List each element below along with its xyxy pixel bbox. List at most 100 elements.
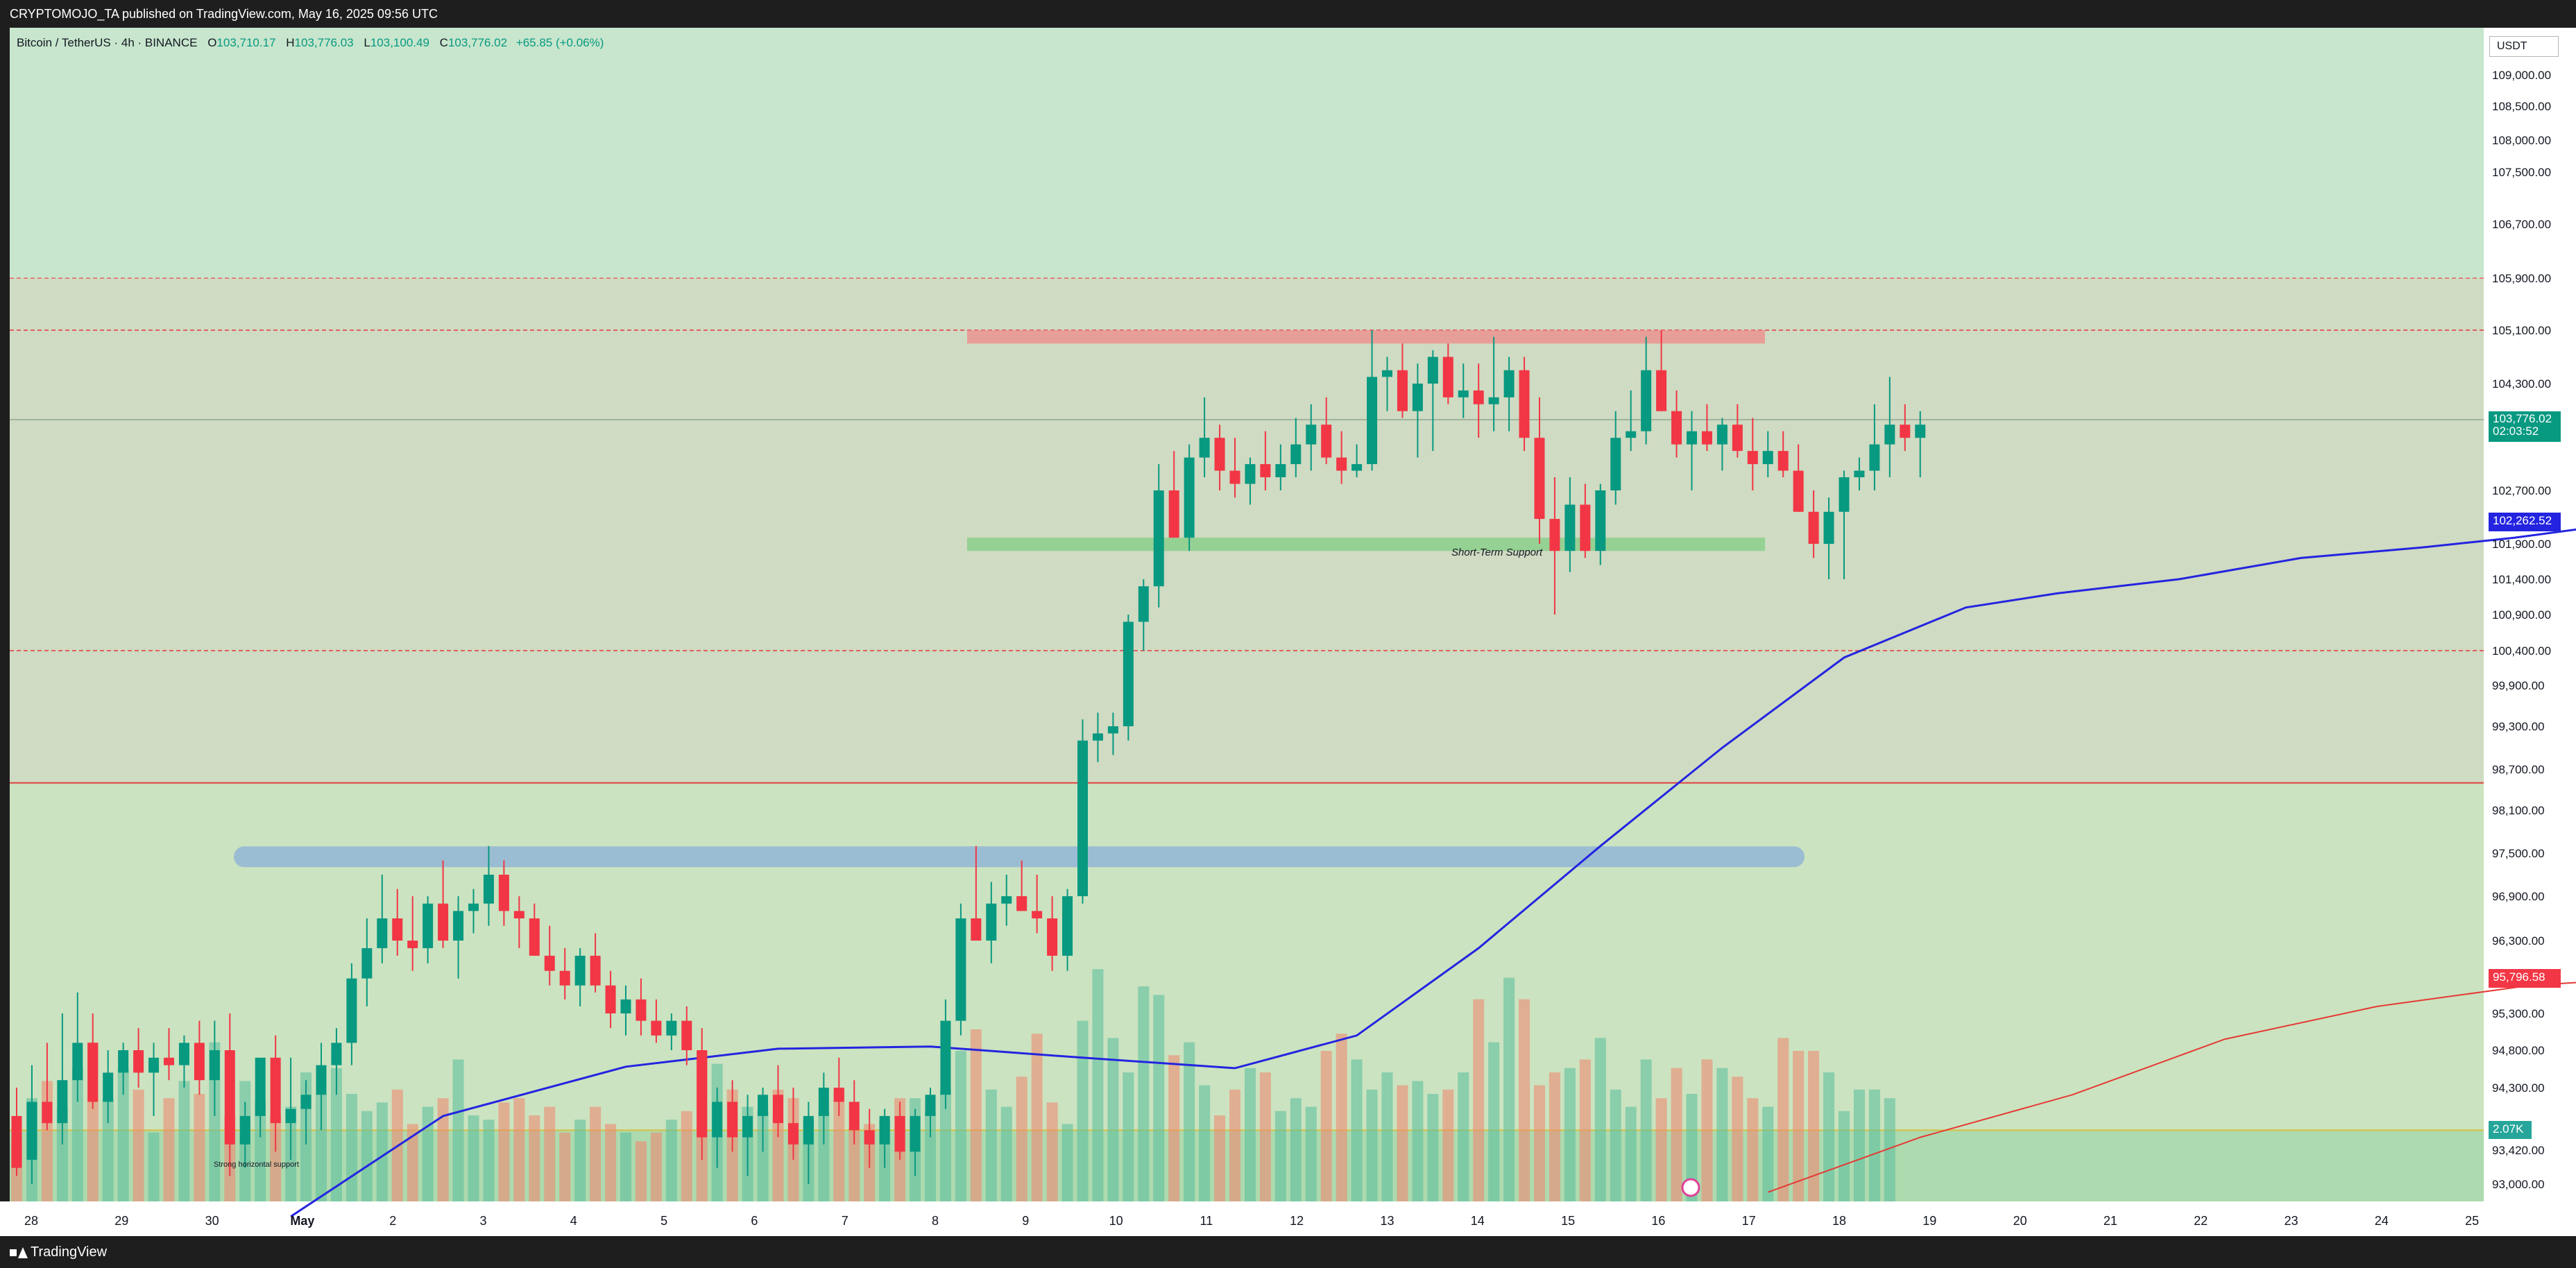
- date-tick-label: 6: [751, 1214, 758, 1228]
- volume-bar: [422, 1106, 434, 1201]
- price-tick-label: 105,900.00: [2492, 272, 2551, 285]
- candle-body: [209, 1050, 220, 1081]
- volume-bar: [148, 1132, 160, 1201]
- low-value: 103,100.49: [370, 36, 429, 49]
- volume-bar: [1671, 1068, 1682, 1201]
- volume-bar: [452, 1059, 464, 1201]
- volume-bar: [316, 1094, 327, 1201]
- volume-bar: [1077, 1020, 1089, 1201]
- last-price: 103,776.02: [2493, 412, 2552, 425]
- candle-body: [483, 875, 494, 904]
- candle-body: [316, 1065, 327, 1095]
- candle-body: [1534, 438, 1545, 520]
- ma-blue-badge: 102,262.52: [2489, 513, 2561, 531]
- volume-bar: [1168, 1055, 1180, 1201]
- volume-bar: [1366, 1089, 1378, 1201]
- last-price-badge: 103,776.02 02:03:52: [2489, 411, 2561, 442]
- price-tick-label: 97,500.00: [2492, 847, 2545, 860]
- candle-body: [818, 1088, 829, 1116]
- candle-body: [57, 1080, 68, 1124]
- candle-body: [848, 1102, 860, 1131]
- price-tick-label: 98,700.00: [2492, 763, 2545, 776]
- candle-body: [118, 1050, 129, 1073]
- candle-countdown: 02:03:52: [2493, 425, 2539, 438]
- candle-body: [712, 1102, 723, 1138]
- candle-body: [940, 1020, 951, 1095]
- date-tick-label: 14: [1471, 1214, 1485, 1228]
- candle-body: [1047, 918, 1058, 956]
- ohlc-legend: Bitcoin / TetherUS · 4h · BINANCE O103,7…: [17, 36, 604, 50]
- low-label: L: [364, 36, 370, 49]
- volume-bar: [1305, 1106, 1317, 1201]
- candle-body: [1626, 431, 1637, 438]
- ma-blue-line: [290, 528, 2576, 1217]
- volume-bar: [605, 1124, 617, 1201]
- date-tick-label: 18: [1832, 1214, 1846, 1228]
- volume-bar: [1259, 1072, 1271, 1201]
- volume-bar: [255, 1102, 266, 1201]
- candle-body: [879, 1115, 890, 1145]
- volume-bar: [468, 1115, 479, 1201]
- price-chart[interactable]: 109,000.00 108,500.00 108,000.00 107,500.00…: [0, 28, 2576, 1236]
- candle-body: [87, 1043, 99, 1102]
- price-tick-label: 99,900.00: [2492, 679, 2545, 692]
- volume-bar: [1823, 1072, 1835, 1201]
- date-tick-label: 30: [205, 1214, 219, 1228]
- volume-bar: [925, 1111, 936, 1201]
- candle-body: [1001, 896, 1012, 904]
- candle-body: [833, 1088, 844, 1102]
- volume-bar: [133, 1089, 144, 1201]
- currency-selector[interactable]: USDT: [2489, 36, 2559, 57]
- candle-body: [164, 1057, 174, 1065]
- date-tick-label: 4: [570, 1214, 577, 1228]
- volume-bar: [330, 1068, 342, 1201]
- volume-bar: [1381, 1072, 1393, 1201]
- candle-body: [1716, 425, 1728, 445]
- candle-body: [133, 1050, 144, 1073]
- volume-bar: [1397, 1085, 1408, 1201]
- candle-body: [1062, 896, 1073, 956]
- date-tick-label: 9: [1022, 1214, 1029, 1228]
- candle-body: [1336, 457, 1347, 471]
- volume-bar: [498, 1102, 510, 1201]
- candle-body: [620, 999, 631, 1013]
- price-tick-label: 100,400.00: [2492, 644, 2551, 658]
- price-tick-label: 109,000.00: [2492, 69, 2551, 82]
- candle-body: [1427, 357, 1438, 384]
- volume-bar: [1594, 1038, 1606, 1201]
- candle-body: [1367, 377, 1378, 465]
- candle-body: [1839, 477, 1850, 512]
- close-value: 103,776.02: [447, 36, 508, 49]
- volume-bar: [1061, 1124, 1073, 1201]
- volume-bar: [194, 1094, 205, 1201]
- volume-bar: [681, 1111, 692, 1201]
- tradingview-logo[interactable]: TradingView: [10, 1244, 107, 1260]
- volume-bar: [574, 1120, 586, 1201]
- volume-bar: [71, 1068, 83, 1201]
- date-tick-label: 22: [2194, 1214, 2208, 1228]
- price-tick-label: 105,100.00: [2492, 324, 2551, 337]
- candle-body: [1138, 586, 1149, 622]
- candle-body: [529, 918, 540, 956]
- volume-bar: [1473, 999, 1485, 1201]
- volume-bar: [376, 1102, 388, 1201]
- volume-bar: [757, 1111, 769, 1201]
- price-tick-label: 95,300.00: [2492, 1007, 2545, 1020]
- volume-bar: [970, 1029, 982, 1201]
- candle-body: [423, 903, 434, 948]
- candle-body: [1351, 464, 1363, 471]
- volume-bar: [818, 1111, 830, 1201]
- volume-bar: [1092, 969, 1104, 1201]
- candle-body: [1580, 504, 1591, 551]
- volume-bar: [1716, 1068, 1728, 1201]
- candle-body: [955, 918, 966, 1021]
- price-tick-label: 98,100.00: [2492, 804, 2545, 817]
- candle-body: [1184, 457, 1195, 538]
- volume-bar: [939, 1089, 951, 1201]
- candle-body: [894, 1115, 905, 1152]
- volume-bar: [1808, 1051, 1820, 1201]
- open-label: O: [207, 36, 217, 49]
- candle-body: [407, 941, 418, 948]
- candle-body: [681, 1020, 692, 1050]
- candle-body: [1442, 357, 1453, 397]
